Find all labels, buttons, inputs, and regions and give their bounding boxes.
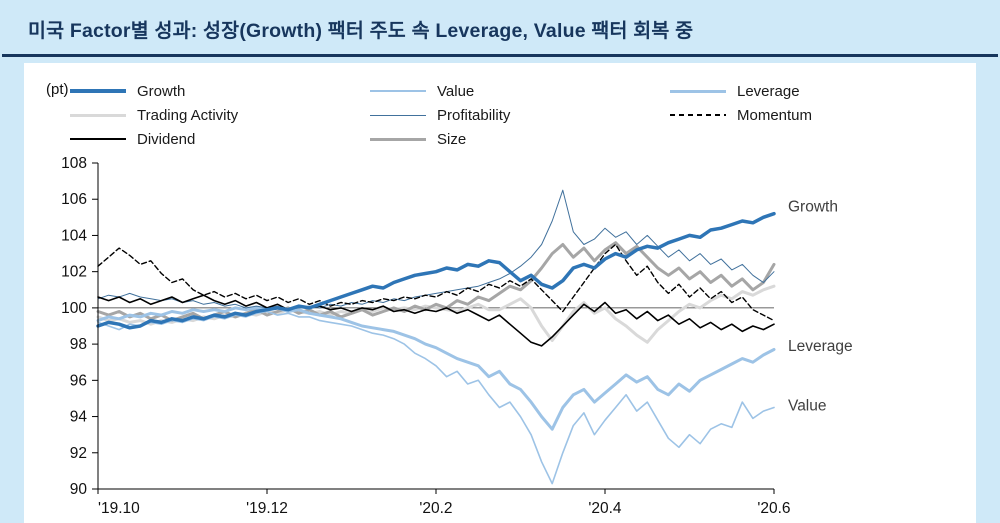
chart-panel: (pt) Growth Trading Activity Dividend Value… — [24, 63, 976, 523]
legend-item-value: Value — [370, 79, 670, 103]
legend-item-growth: Growth — [70, 79, 370, 103]
x-tick-label: '20.4 — [588, 500, 622, 517]
legend-swatch-trading-activity — [70, 113, 126, 117]
y-tick-label: 92 — [70, 445, 87, 462]
legend-column-3: Leverage Momentum — [670, 79, 970, 151]
legend-column-1: Growth Trading Activity Dividend — [70, 79, 370, 151]
y-axis-unit-label: (pt) — [46, 81, 69, 98]
legend-label: Value — [437, 82, 475, 100]
legend-swatch-growth — [70, 89, 126, 93]
legend-label: Growth — [137, 82, 186, 100]
factor-performance-chart: 90 92 94 96 98 100 102 104 106 108 '19.10 '19.12 '20… — [61, 155, 853, 517]
y-tick-label: 94 — [70, 409, 88, 426]
legend-item-trading-activity: Trading Activity — [70, 103, 370, 127]
y-tick-label: 104 — [61, 227, 87, 244]
legend-column-2: Value Profitability Size — [370, 79, 670, 151]
legend-item-momentum: Momentum — [670, 103, 970, 127]
legend-label: Leverage — [737, 82, 800, 100]
legend-item-size: Size — [370, 127, 670, 151]
legend-label: Dividend — [137, 130, 196, 148]
x-tick-label: '19.10 — [98, 500, 140, 517]
y-tick-label: 96 — [70, 372, 87, 389]
legend-item-profitability: Profitability — [370, 103, 670, 127]
series-line-profitability — [97, 189, 775, 311]
legend-label: Trading Activity — [137, 106, 239, 124]
legend-label: Profitability — [437, 106, 511, 124]
series-line-dividend — [97, 294, 775, 347]
legend-swatch-momentum — [670, 114, 726, 116]
y-tick-label: 100 — [61, 300, 87, 317]
series-annotation-leverage: Leverage — [788, 338, 853, 355]
x-tick-label: '20.2 — [419, 500, 452, 517]
legend-item-leverage: Leverage — [670, 79, 970, 103]
chart-legend: (pt) Growth Trading Activity Dividend Value… — [32, 67, 970, 153]
legend-columns: Growth Trading Activity Dividend Value Profi… — [70, 79, 970, 151]
legend-swatch-leverage — [670, 89, 726, 93]
legend-label: Size — [437, 130, 467, 148]
series-line-value — [97, 310, 775, 485]
series-line-leverage — [96, 306, 776, 431]
y-tick-label: 106 — [61, 191, 87, 208]
y-tick-label: 90 — [70, 481, 88, 498]
series-line-growth — [96, 211, 776, 330]
page-title: 미국 Factor별 성과: 성장(Growth) 팩터 주도 속 Levera… — [28, 20, 694, 42]
legend-swatch-size — [370, 137, 426, 141]
legend-item-dividend: Dividend — [70, 127, 370, 151]
series-annotation-growth: Growth — [788, 198, 838, 215]
y-tick-label: 98 — [70, 336, 87, 353]
y-tick-label: 102 — [61, 264, 87, 281]
legend-label: Momentum — [737, 106, 813, 124]
legend-swatch-value — [370, 90, 426, 92]
x-tick-label: '19.12 — [246, 500, 288, 517]
legend-swatch-dividend — [70, 138, 126, 140]
series-annotation-value: Value — [788, 398, 827, 415]
legend-swatch-profitability — [370, 114, 426, 116]
series-line-momentum — [97, 243, 775, 322]
series-line-trading-activity — [96, 284, 776, 344]
y-tick-label: 108 — [61, 155, 87, 172]
title-divider — [2, 54, 998, 57]
x-tick-label: '20.6 — [757, 500, 790, 517]
